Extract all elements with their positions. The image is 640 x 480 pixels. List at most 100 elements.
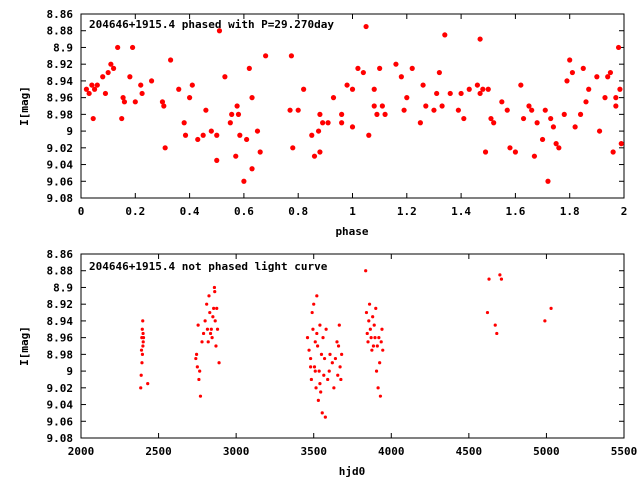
- data-point: [217, 361, 221, 365]
- data-point: [105, 69, 111, 76]
- data-point: [182, 132, 189, 138]
- data-point: [216, 28, 223, 34]
- data-point: [474, 82, 480, 88]
- data-point: [512, 149, 519, 155]
- x-tick-label: 1.2: [397, 205, 417, 218]
- data-point: [495, 331, 499, 336]
- data-point: [287, 107, 293, 113]
- data-point: [365, 331, 369, 336]
- y-tick-label: 8.96: [47, 332, 74, 345]
- data-point: [246, 65, 252, 71]
- data-point: [548, 115, 554, 122]
- data-point: [572, 124, 578, 130]
- data-point: [127, 74, 133, 80]
- x-tick-label: 3500: [300, 445, 327, 458]
- data-point: [374, 369, 379, 373]
- data-point: [580, 65, 586, 71]
- data-point: [194, 352, 199, 356]
- data-point: [315, 128, 322, 134]
- data-point: [531, 153, 538, 159]
- data-point: [115, 44, 121, 51]
- data-point: [504, 107, 510, 113]
- data-point: [480, 86, 486, 92]
- data-point: [244, 136, 250, 143]
- data-point: [561, 111, 567, 117]
- data-point: [148, 78, 155, 84]
- data-point: [377, 336, 381, 340]
- data-point: [162, 145, 168, 151]
- data-point: [207, 294, 211, 298]
- y-tick-label: 8.98: [47, 108, 74, 121]
- data-point: [373, 336, 377, 340]
- data-point: [549, 306, 553, 310]
- data-point: [139, 373, 143, 377]
- data-point: [307, 348, 311, 352]
- data-point: [194, 356, 198, 361]
- data-point: [401, 107, 407, 113]
- data-point: [339, 120, 345, 126]
- data-point: [140, 361, 144, 365]
- data-point: [499, 277, 504, 281]
- data-point: [366, 132, 372, 138]
- x-tick-label: 1.6: [505, 205, 525, 218]
- data-point: [613, 95, 619, 101]
- data-point: [94, 82, 100, 88]
- data-point: [139, 386, 143, 390]
- data-point: [205, 302, 209, 306]
- data-point: [323, 415, 327, 419]
- data-point: [249, 95, 255, 101]
- x-tick-label: 5500: [611, 445, 638, 458]
- data-point: [309, 356, 313, 361]
- data-point: [233, 153, 239, 159]
- data-point: [477, 90, 483, 97]
- data-point: [420, 82, 426, 88]
- data-point: [203, 107, 209, 113]
- data-point: [607, 69, 614, 76]
- data-point: [507, 145, 513, 151]
- data-point: [290, 145, 296, 151]
- data-point: [227, 120, 233, 126]
- data-point: [139, 348, 144, 352]
- data-point: [339, 377, 343, 382]
- data-point: [263, 53, 269, 59]
- data-point: [321, 336, 325, 340]
- data-point: [423, 103, 429, 109]
- data-point: [181, 120, 187, 126]
- data-point: [176, 86, 182, 92]
- data-point: [398, 74, 404, 80]
- data-point: [237, 132, 243, 138]
- x-tick-label: 2: [621, 205, 628, 218]
- x-tick-label: 1.4: [451, 205, 471, 218]
- data-point: [534, 120, 540, 126]
- data-point: [322, 356, 327, 361]
- data-point: [320, 120, 326, 126]
- data-point: [409, 65, 415, 71]
- data-point: [200, 132, 206, 138]
- data-point: [214, 132, 220, 138]
- x-tick-label: 0.8: [288, 205, 308, 218]
- data-point: [305, 336, 310, 340]
- data-point: [553, 141, 559, 147]
- data-point: [488, 115, 494, 122]
- data-point: [605, 74, 611, 80]
- data-point: [295, 107, 301, 113]
- data-point: [198, 394, 203, 398]
- data-point: [493, 323, 497, 327]
- data-point: [215, 327, 220, 331]
- data-point: [313, 340, 317, 344]
- data-point: [367, 302, 372, 306]
- x-tick-label: 4000: [378, 445, 405, 458]
- data-point: [129, 44, 136, 51]
- y-axis-label: I[mag]: [18, 86, 31, 126]
- data-point: [374, 306, 378, 310]
- data-point: [367, 319, 371, 323]
- data-point: [102, 90, 109, 97]
- data-point: [378, 394, 383, 398]
- y-tick-label: 8.86: [47, 248, 74, 261]
- data-point: [377, 65, 383, 71]
- data-point: [328, 352, 332, 356]
- data-point: [455, 107, 461, 113]
- data-point: [569, 69, 576, 76]
- y-tick-label: 8.88: [47, 265, 74, 278]
- x-tick-label: 1.8: [560, 205, 580, 218]
